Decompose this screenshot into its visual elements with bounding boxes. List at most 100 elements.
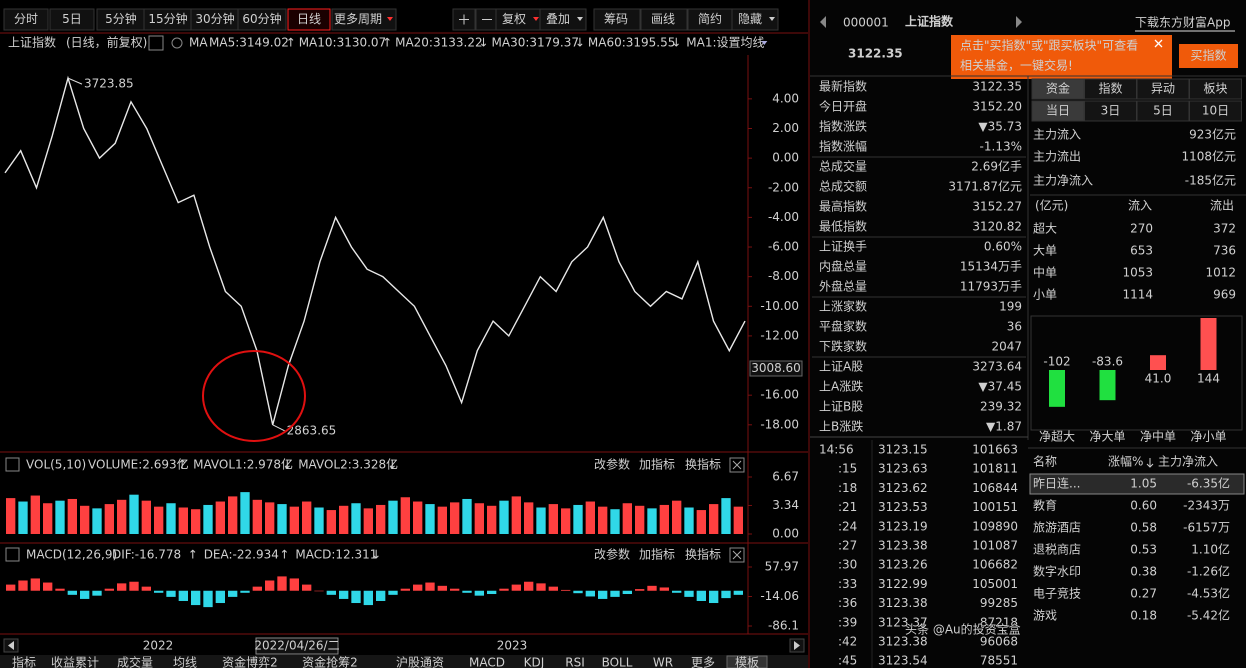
sort-icon	[1146, 458, 1154, 468]
period-button[interactable]	[3, 8, 49, 31]
bottom-tab[interactable]: 模板	[735, 656, 759, 668]
tab-label[interactable]: 异动	[1151, 82, 1175, 96]
bottom-tab[interactable]: WR	[653, 656, 673, 668]
bottom-tab[interactable]: KDJ	[524, 656, 545, 668]
period-label[interactable]: 更多周期	[334, 12, 382, 26]
tip-text: 点击"买指数"或"跟买板块"可查看	[960, 38, 1138, 53]
tool-button[interactable]	[593, 8, 641, 31]
macd-bar	[499, 588, 509, 591]
trade-price: 3123.15	[878, 443, 928, 457]
tab[interactable]	[1189, 78, 1242, 100]
bottom-tab[interactable]: 成交量	[117, 655, 153, 668]
panel-button[interactable]: 改参数	[594, 547, 630, 562]
tab-label[interactable]: 板块	[1203, 82, 1227, 96]
period-button[interactable]	[49, 8, 95, 31]
period-label[interactable]: 日线	[297, 12, 321, 26]
period-button[interactable]	[287, 8, 331, 31]
tool-label[interactable]: 筹码	[604, 12, 628, 26]
sector-name[interactable]: 电子竞技	[1033, 587, 1081, 601]
trade-volume: 101663	[972, 443, 1018, 457]
period-label[interactable]: 30分钟	[195, 11, 234, 26]
buy-label[interactable]: 买指数	[1190, 48, 1226, 63]
trade-volume: 99285	[980, 596, 1018, 610]
panel-button[interactable]: 改参数	[594, 457, 630, 472]
period-button[interactable]	[331, 8, 397, 31]
period-label[interactable]: 分时	[14, 12, 38, 26]
net-flow-bar	[1200, 318, 1217, 370]
volume-bar	[228, 496, 238, 534]
cursor-date: 2022/04/26/二	[254, 639, 339, 653]
volume-bar	[265, 502, 275, 534]
period-label[interactable]: 5分钟	[105, 11, 137, 26]
selected-row[interactable]	[1029, 473, 1245, 495]
help-icon[interactable]	[5, 547, 20, 562]
trade-time: :24	[838, 519, 857, 533]
tool-button[interactable]	[640, 8, 688, 31]
volume-bar	[573, 504, 583, 534]
tab-label[interactable]: 3日	[1101, 104, 1121, 118]
trade-price: 3123.37	[878, 615, 928, 629]
tool-label[interactable]: 画线	[651, 12, 675, 26]
sector-name[interactable]: 教育	[1033, 498, 1057, 513]
sector-name[interactable]: 昨日连...	[1033, 476, 1080, 491]
close-button[interactable]	[729, 547, 745, 563]
sector-change: 0.53	[1130, 543, 1157, 557]
tab-label[interactable]: 10日	[1202, 104, 1229, 118]
bottom-tab[interactable]: 指标	[12, 655, 36, 668]
tab[interactable]	[1189, 100, 1242, 122]
period-button[interactable]	[237, 8, 287, 31]
volume-bar	[351, 503, 361, 534]
macd-bar	[203, 590, 213, 608]
tab-label[interactable]: 资金	[1046, 81, 1070, 96]
tool-button[interactable]	[539, 8, 587, 31]
panel-button[interactable]: 换指标	[685, 457, 721, 472]
volume-bar	[215, 501, 225, 534]
period-label[interactable]: 60分钟	[242, 11, 281, 26]
x-label: 2022	[143, 639, 174, 653]
bottom-tab[interactable]: 沪股通资	[396, 656, 444, 668]
flow-in: 1053	[1122, 266, 1153, 280]
help-icon[interactable]	[148, 35, 164, 51]
period-label[interactable]: 5日	[62, 12, 82, 26]
stat-label: 总成交量	[819, 159, 867, 174]
bottom-tab[interactable]: RSI	[565, 656, 585, 668]
ma-setting[interactable]: MA1:设置均线	[686, 36, 764, 50]
tab-label[interactable]: 5日	[1153, 104, 1173, 118]
watermark: 头条 @Au的投资宝盒	[905, 622, 1021, 637]
bottom-tab[interactable]: 收益累计	[51, 656, 99, 668]
close-icon[interactable]	[1154, 39, 1163, 48]
tool-button[interactable]	[731, 8, 779, 31]
volume-bar	[92, 508, 102, 534]
bottom-tab[interactable]: 资金博弈2	[222, 655, 278, 668]
sector-name[interactable]: 旅游酒店	[1033, 521, 1081, 535]
bottom-tab[interactable]: 更多	[691, 656, 715, 668]
panel-button[interactable]: 加指标	[639, 547, 675, 562]
download-link[interactable]: 下载东方财富App	[1135, 15, 1230, 30]
tool-label[interactable]: 隐藏	[738, 12, 762, 26]
stat-label: 上B涨跌	[819, 419, 863, 434]
panel-button[interactable]: 加指标	[639, 457, 675, 472]
sector-name[interactable]: 数字水印	[1033, 564, 1081, 579]
volume-bar	[733, 506, 743, 534]
panel-button[interactable]: 换指标	[685, 547, 721, 562]
sector-name[interactable]: 游戏	[1033, 609, 1057, 623]
tool-label[interactable]: 复权	[502, 12, 526, 26]
bottom-tab[interactable]: BOLL	[602, 656, 633, 668]
buy-button[interactable]	[1179, 44, 1238, 68]
sector-name[interactable]: 退税商店	[1033, 542, 1081, 557]
period-label[interactable]: 15分钟	[148, 11, 187, 26]
volume-bar	[302, 501, 312, 534]
flow-label: 主力净流入	[1033, 174, 1093, 188]
tab-label[interactable]: 当日	[1046, 104, 1070, 118]
bottom-tab[interactable]: 资金抢筹2	[302, 655, 358, 668]
close-button[interactable]	[729, 457, 745, 473]
tool-label[interactable]: 叠加	[546, 12, 570, 26]
indicator-value: VOLUME:2.693亿	[88, 457, 189, 472]
macd-bar	[400, 588, 410, 591]
tool-label[interactable]: 简约	[698, 11, 722, 26]
trade-price: 3122.99	[878, 577, 928, 591]
tab-label[interactable]: 指数	[1098, 81, 1122, 96]
bottom-tab[interactable]: 均线	[173, 656, 197, 668]
bottom-tab[interactable]: MACD	[469, 656, 505, 668]
help-icon[interactable]	[5, 457, 20, 472]
